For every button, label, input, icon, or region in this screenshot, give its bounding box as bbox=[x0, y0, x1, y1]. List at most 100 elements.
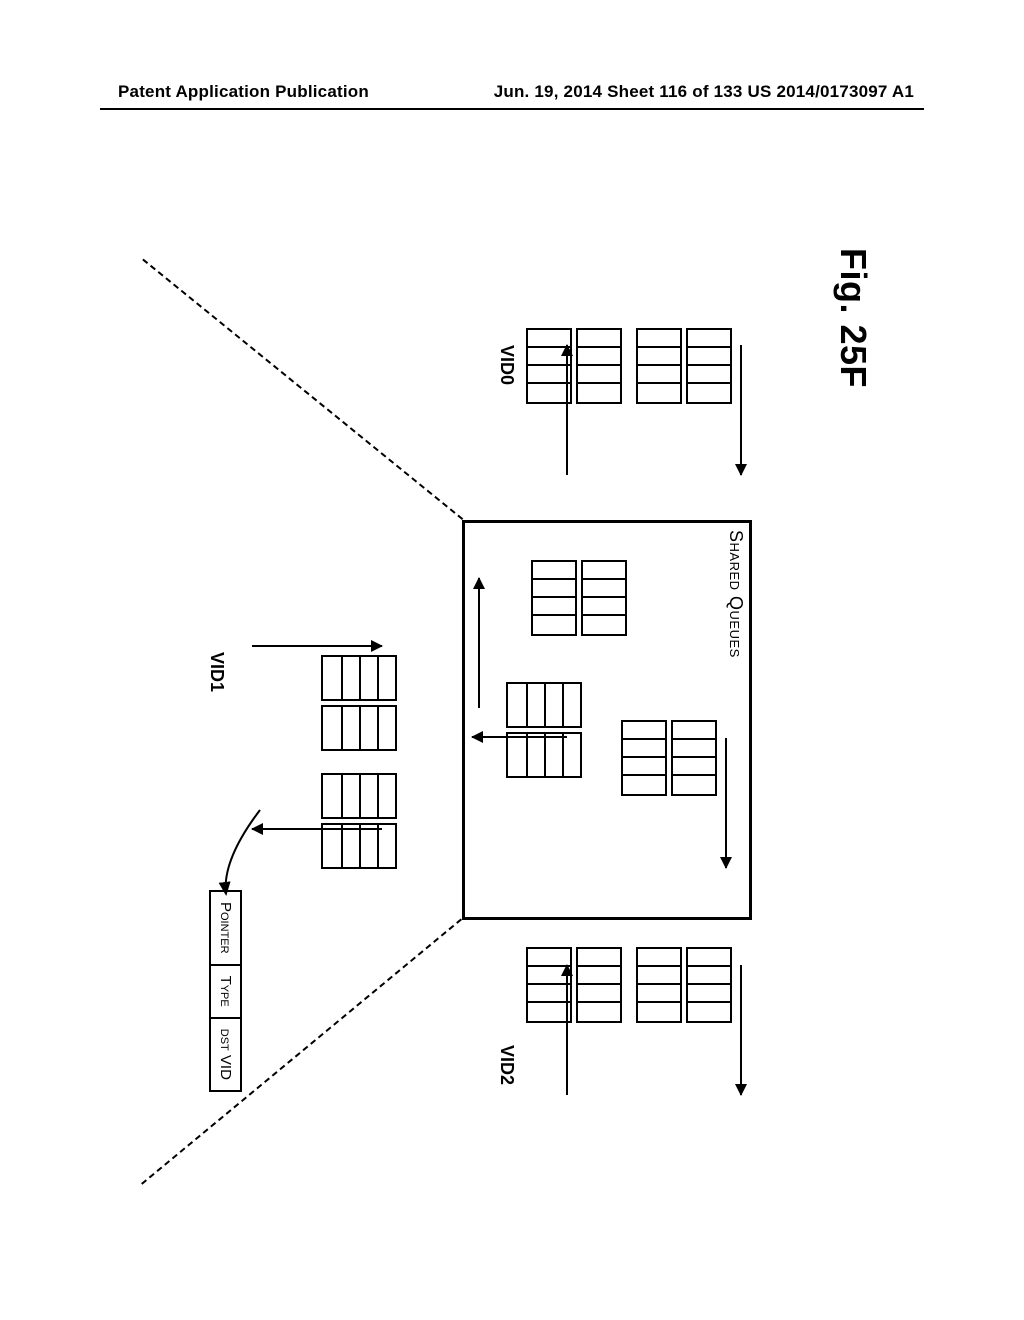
queue-cell bbox=[688, 384, 730, 402]
shared-left-arrow bbox=[478, 578, 480, 708]
queue-cell bbox=[359, 707, 377, 749]
queue-cell bbox=[638, 348, 680, 366]
queue-cell bbox=[359, 825, 377, 867]
queue-cell bbox=[578, 1003, 620, 1021]
queue-cell bbox=[528, 384, 570, 402]
vid0-in-arrow bbox=[740, 345, 742, 475]
queue-cell bbox=[688, 985, 730, 1003]
header-left: Patent Application Publication bbox=[118, 82, 369, 102]
queue-cell bbox=[578, 967, 620, 985]
queue-cell bbox=[526, 684, 544, 726]
queue-cell bbox=[323, 707, 341, 749]
vid1-out-queue bbox=[325, 773, 397, 865]
vid0-out-queue bbox=[530, 328, 622, 400]
queue-cell bbox=[688, 348, 730, 366]
queue-cell bbox=[578, 985, 620, 1003]
shared-left-queue-row0 bbox=[581, 560, 627, 636]
queue-cell bbox=[623, 722, 665, 740]
vid2-in-queue-row1 bbox=[636, 947, 682, 1023]
queue-cell bbox=[583, 616, 625, 634]
queue-cell bbox=[533, 598, 575, 616]
vid2-in-arrow bbox=[740, 965, 742, 1095]
vid2-out-queue-row0 bbox=[576, 947, 622, 1023]
page-header: Patent Application Publication Jun. 19, … bbox=[0, 82, 1024, 102]
queue-cell bbox=[377, 707, 395, 749]
queue-cell bbox=[528, 366, 570, 384]
queue-cell bbox=[359, 775, 377, 817]
vid2-in-queue-row0 bbox=[686, 947, 732, 1023]
queue-cell bbox=[673, 758, 715, 776]
shared-right-arrow bbox=[725, 738, 727, 868]
page: Patent Application Publication Jun. 19, … bbox=[0, 0, 1024, 1320]
queue-cell bbox=[377, 657, 395, 699]
queue-cell bbox=[638, 330, 680, 348]
queue-cell bbox=[623, 776, 665, 794]
header-rule bbox=[100, 108, 924, 110]
queue-cell bbox=[638, 949, 680, 967]
queue-cell bbox=[673, 776, 715, 794]
queue-cell bbox=[341, 657, 359, 699]
vid1-in-queue-row1 bbox=[321, 705, 397, 751]
queue-cell bbox=[377, 825, 395, 867]
vid1-in-queue bbox=[325, 655, 397, 747]
vid1-in-queue-row0 bbox=[321, 655, 397, 701]
queue-cell bbox=[544, 684, 562, 726]
queue-cell bbox=[578, 384, 620, 402]
queue-cell bbox=[583, 598, 625, 616]
queue-cell bbox=[583, 580, 625, 598]
queue-cell bbox=[623, 740, 665, 758]
shared-right-queue-row0 bbox=[671, 720, 717, 796]
queue-cell bbox=[528, 1003, 570, 1021]
queue-cell bbox=[623, 758, 665, 776]
queue-cell bbox=[359, 657, 377, 699]
vid0-in-queue bbox=[640, 328, 732, 400]
queue-cell bbox=[688, 967, 730, 985]
queue-cell bbox=[508, 684, 526, 726]
queue-cell bbox=[578, 348, 620, 366]
queue-cell bbox=[688, 366, 730, 384]
queue-cell bbox=[638, 967, 680, 985]
queue-cell bbox=[578, 949, 620, 967]
shared-center-queue-row1 bbox=[506, 732, 582, 778]
vid0-out-queue-row0 bbox=[576, 328, 622, 404]
shared-left-queue-row1 bbox=[531, 560, 577, 636]
shared-right-queue bbox=[625, 720, 717, 792]
queue-cell bbox=[533, 580, 575, 598]
queue-cell bbox=[533, 562, 575, 580]
shared-center-queue bbox=[510, 682, 582, 774]
queue-cell bbox=[638, 366, 680, 384]
vid1-out-queue-row0 bbox=[321, 773, 397, 819]
vid1-in-arrow bbox=[252, 645, 382, 647]
queue-cell bbox=[688, 1003, 730, 1021]
vid0-in-queue-row0 bbox=[686, 328, 732, 404]
queue-cell bbox=[323, 657, 341, 699]
header-right: Jun. 19, 2014 Sheet 116 of 133 US 2014/0… bbox=[494, 82, 914, 102]
queue-cell bbox=[562, 734, 580, 776]
queue-cell bbox=[578, 366, 620, 384]
vid0-out-arrow bbox=[566, 345, 568, 475]
shared-center-arrow bbox=[472, 736, 567, 738]
queue-cell bbox=[323, 775, 341, 817]
figure-25f: Fig. 25F Shared Queues VID0 VID1 VID2 Po… bbox=[142, 220, 882, 1220]
queue-cell bbox=[673, 740, 715, 758]
queue-cell bbox=[544, 734, 562, 776]
shared-center-queue-row0 bbox=[506, 682, 582, 728]
queue-cell bbox=[377, 775, 395, 817]
queue-cell bbox=[638, 384, 680, 402]
queue-cell bbox=[688, 330, 730, 348]
queue-cell bbox=[638, 1003, 680, 1021]
queue-cell bbox=[562, 684, 580, 726]
queue-cell bbox=[688, 949, 730, 967]
queue-cell bbox=[583, 562, 625, 580]
vid2-out-queue bbox=[530, 947, 622, 1019]
queue-cell bbox=[341, 775, 359, 817]
vid1-out-arrow bbox=[252, 828, 382, 830]
vid2-in-queue bbox=[640, 947, 732, 1019]
vid2-out-arrow bbox=[566, 965, 568, 1095]
queue-cell bbox=[323, 825, 341, 867]
queue-cell bbox=[533, 616, 575, 634]
queue-cell bbox=[673, 722, 715, 740]
queue-cell bbox=[341, 707, 359, 749]
queue-cell bbox=[578, 330, 620, 348]
shared-right-queue-row1 bbox=[621, 720, 667, 796]
